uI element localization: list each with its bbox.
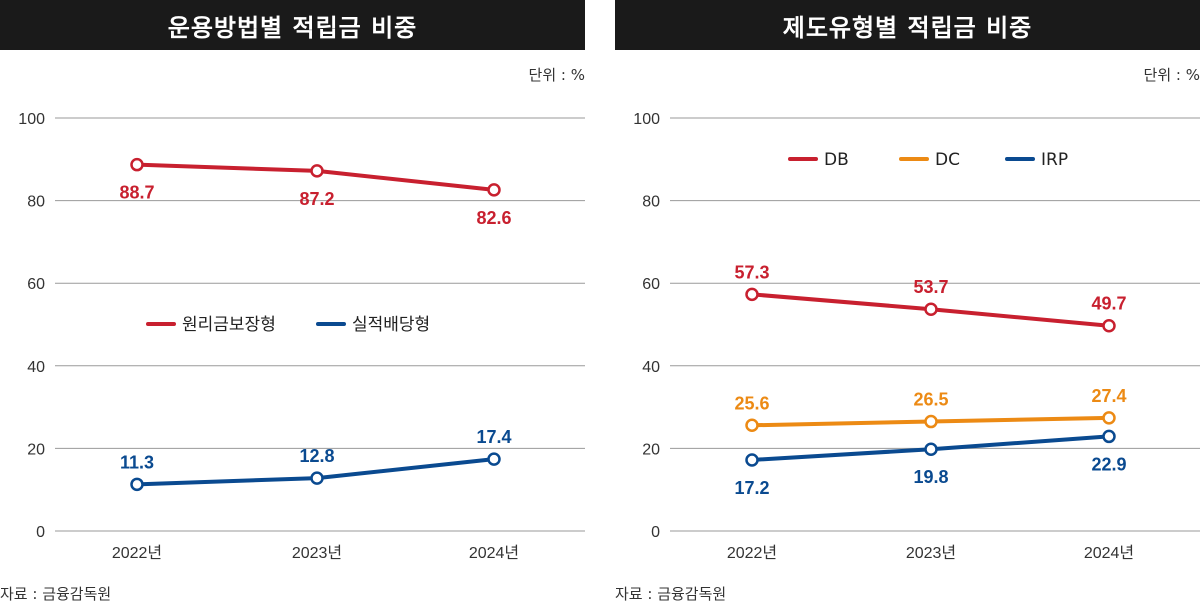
data-label: 57.3	[734, 262, 769, 282]
data-point	[310, 164, 324, 178]
data-label: 26.5	[913, 390, 948, 410]
data-label: 49.7	[1091, 294, 1126, 314]
data-point	[745, 418, 759, 433]
legend-label: DB	[824, 150, 849, 170]
y-tick-label: 60	[27, 276, 45, 293]
data-point	[130, 477, 144, 492]
source-label: 자료 : 금융감독원	[0, 585, 112, 603]
data-label: 17.4	[476, 427, 511, 447]
data-point	[130, 157, 144, 172]
chart-title: 운용방법별 적립금 비중	[0, 0, 585, 50]
y-tick-label: 60	[642, 276, 660, 293]
legend-label: 원리금보장형	[182, 315, 276, 335]
data-label: 87.2	[299, 189, 334, 209]
data-label: 53.7	[913, 277, 948, 297]
data-label: 17.2	[734, 478, 769, 498]
x-tick-label: 2024년	[469, 544, 519, 562]
x-tick-label: 2023년	[292, 544, 342, 562]
unit-label: 단위 : %	[1143, 66, 1200, 84]
data-label: 88.7	[119, 183, 154, 203]
chart-panel-right: 제도유형별 적립금 비중 단위 : % 0 20 40 60 80 100 2022년 202…	[615, 0, 1200, 613]
line-chart-investment-method: 0 20 40 60 80 100 2022년 2023년 2024년 88.7 87.2 82.6 원…	[18, 111, 585, 562]
source-label: 자료 : 금융감독원	[615, 585, 727, 603]
unit-label: 단위 : %	[528, 66, 585, 84]
data-point	[745, 287, 759, 302]
legend-label: 실적배당형	[352, 315, 430, 335]
data-point	[487, 452, 501, 466]
y-tick-label: 20	[27, 441, 45, 458]
y-tick-label: 0	[651, 524, 660, 541]
chart-panel-left: 운용방법별 적립금 비중 단위 : % 0 20 40 60 80 100 2022년 202…	[0, 0, 585, 613]
data-point	[487, 183, 501, 197]
data-label: 82.6	[476, 208, 511, 228]
data-label: 25.6	[734, 393, 769, 413]
data-label: 11.3	[120, 452, 154, 472]
line-chart-plan-type: 0 20 40 60 80 100 2022년 2023년 2024년 57.3 53.7 49.7 D…	[633, 111, 1200, 562]
y-tick-label: 80	[642, 194, 660, 211]
y-tick-label: 40	[642, 359, 660, 376]
data-point	[745, 453, 759, 467]
y-tick-label: 100	[18, 111, 45, 128]
data-point	[310, 471, 324, 485]
x-tick-label: 2024년	[1084, 544, 1134, 562]
y-tick-label: 20	[642, 441, 660, 458]
x-tick-label: 2023년	[906, 544, 956, 562]
data-label: 12.8	[299, 446, 334, 466]
data-point	[1102, 318, 1116, 333]
chart-title: 제도유형별 적립금 비중	[615, 0, 1200, 50]
legend-label: DC	[935, 150, 960, 170]
data-point	[924, 414, 938, 429]
data-label: 19.8	[913, 467, 948, 487]
data-label: 22.9	[1091, 454, 1126, 474]
data-point	[1102, 429, 1116, 444]
legend-label: IRP	[1041, 150, 1068, 170]
data-point	[924, 442, 938, 456]
data-point	[924, 302, 938, 316]
data-label: 27.4	[1091, 386, 1126, 406]
x-tick-label: 2022년	[727, 544, 777, 562]
y-tick-label: 100	[633, 111, 660, 128]
y-tick-label: 40	[27, 359, 45, 376]
y-tick-label: 80	[27, 194, 45, 211]
x-tick-label: 2022년	[112, 544, 162, 562]
data-point	[1102, 411, 1116, 425]
y-tick-label: 0	[36, 524, 45, 541]
